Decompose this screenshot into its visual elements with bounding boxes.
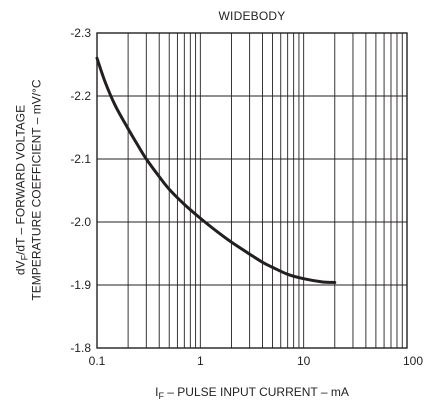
x-tick-label: 100 bbox=[403, 354, 423, 368]
x-axis-label-sub: F bbox=[158, 391, 164, 401]
grid bbox=[96, 32, 408, 349]
chart-title: WIDEBODY bbox=[218, 9, 286, 23]
y-tick-label: -2.0 bbox=[70, 215, 91, 229]
plot-border bbox=[96, 32, 408, 349]
y-tick-label: -2.1 bbox=[70, 152, 91, 166]
y-tick-label: -1.9 bbox=[70, 278, 91, 292]
y-tick-label: -2.2 bbox=[70, 89, 91, 103]
y-tick-label: -1.8 bbox=[70, 341, 91, 355]
x-axis-label: IF – PULSE INPUT CURRENT – mA bbox=[97, 385, 407, 401]
y-tick-label: -2.3 bbox=[70, 26, 91, 40]
x-axis-label-main: I bbox=[155, 385, 159, 399]
x-tick-label: 10 bbox=[297, 354, 311, 368]
x-axis-label-rest: – PULSE INPUT CURRENT – mA bbox=[163, 385, 349, 399]
x-tick-label: 1 bbox=[197, 354, 204, 368]
tick-labels: -2.3 -2.2 -2.1 -2.0 -1.9 -1.80.1 1 10 100 bbox=[70, 26, 423, 368]
series-line bbox=[95, 56, 337, 284]
series-group bbox=[95, 56, 337, 284]
x-tick-label: 0.1 bbox=[89, 354, 106, 368]
